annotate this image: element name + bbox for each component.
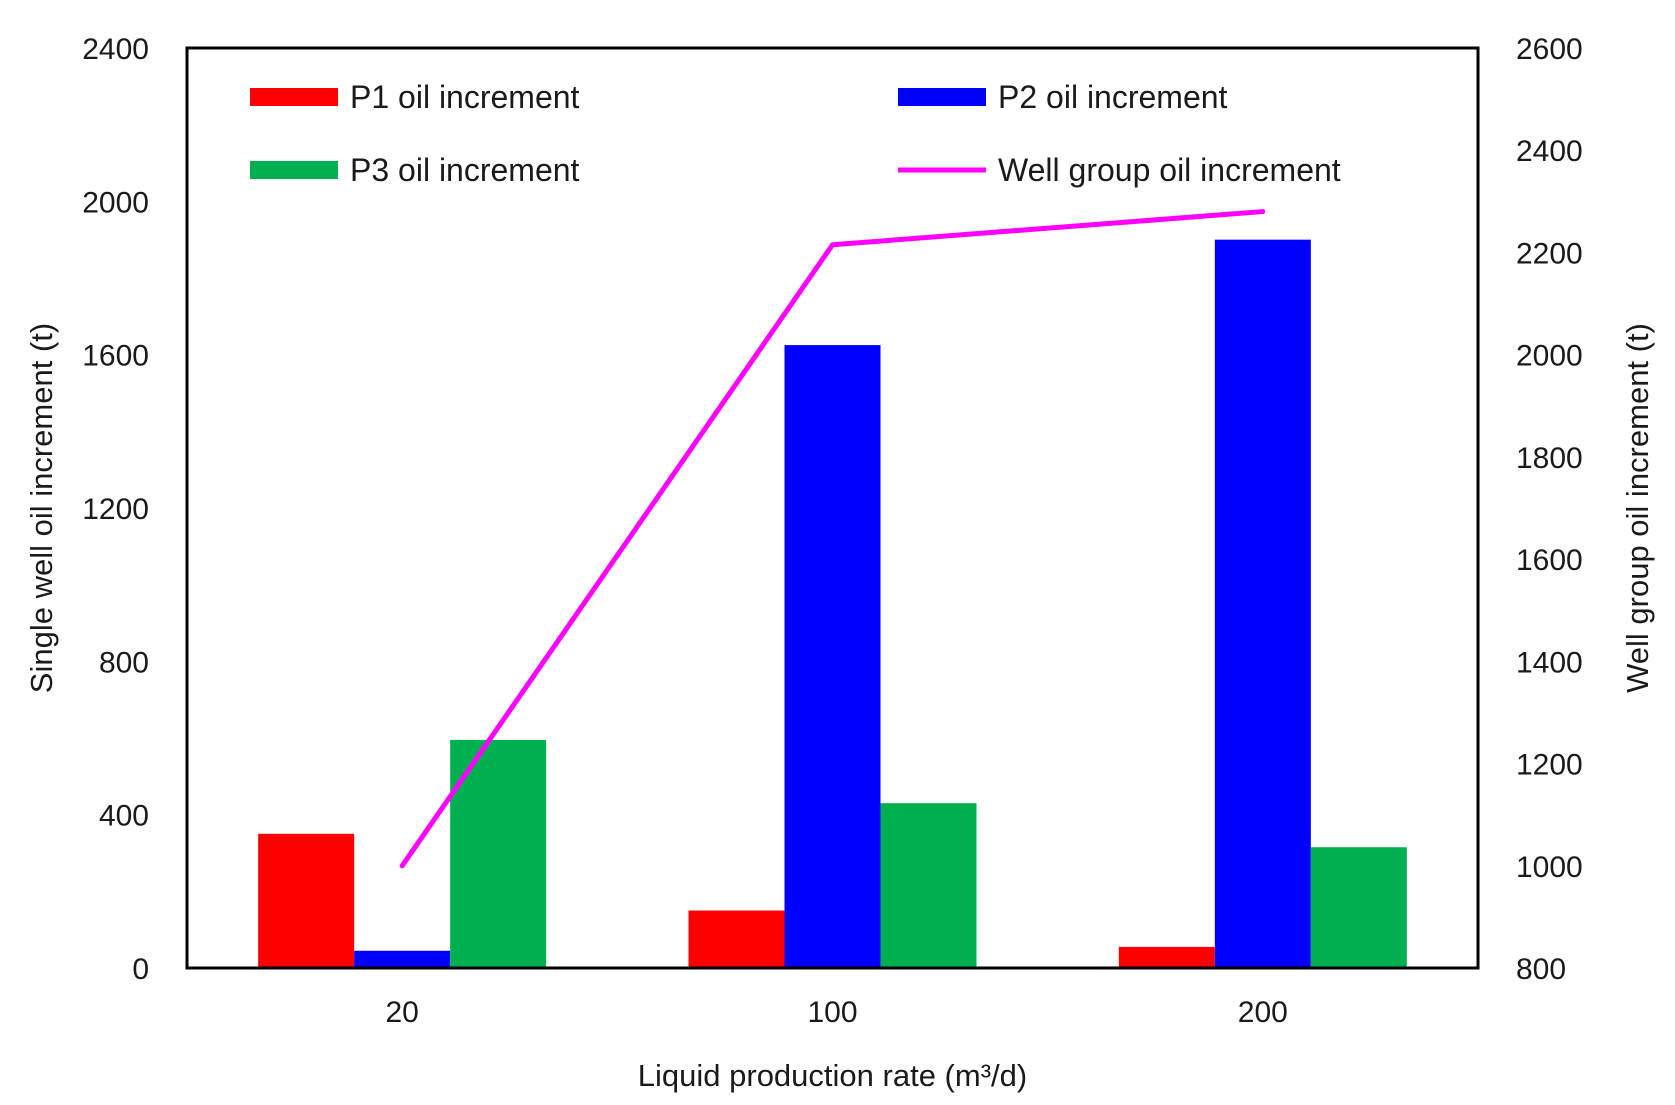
legend-label: Well group oil increment — [998, 152, 1341, 188]
x-axis-ticks: 20 100 200 — [385, 996, 1287, 1029]
x-tick-label: 200 — [1238, 996, 1288, 1029]
left-tick-label: 800 — [99, 646, 149, 679]
bar-p1-20 — [258, 833, 355, 968]
legend-swatch — [250, 161, 338, 179]
left-tick-label: 1600 — [82, 340, 149, 373]
line-group — [399, 209, 1266, 869]
left-tick-label: 0 — [132, 953, 149, 986]
legend-swatch — [898, 88, 986, 106]
y-axis-label-right: Well group oil increment (t) — [1620, 323, 1655, 693]
right-axis-ticks: 800 1000 1200 1400 1600 1800 2000 2200 2400 2600 — [1516, 33, 1583, 986]
left-tick-label: 2000 — [82, 186, 149, 219]
right-tick-label: 1000 — [1516, 851, 1583, 884]
legend-label: P3 oil increment — [350, 152, 580, 188]
right-tick-label: 2200 — [1516, 237, 1583, 270]
right-tick-label: 2000 — [1516, 340, 1583, 373]
legend-swatch — [250, 88, 338, 106]
plot-area-frame — [185, 46, 1480, 970]
bar-p1-200 — [1118, 946, 1215, 968]
bar-p3-100 — [880, 803, 977, 968]
bar-p1-100 — [688, 910, 785, 968]
x-axis-label: Liquid production rate (m³/d) — [638, 1058, 1027, 1093]
left-tick-label: 2400 — [82, 33, 149, 66]
left-tick-label: 400 — [99, 800, 149, 833]
right-tick-label: 2400 — [1516, 135, 1583, 168]
right-tick-label: 1800 — [1516, 442, 1583, 475]
right-tick-label: 1200 — [1516, 749, 1583, 782]
legend-label: P1 oil increment — [350, 79, 580, 115]
bar-p2-20 — [354, 950, 451, 968]
left-axis-ticks: 0 400 800 1200 1600 2000 2400 — [82, 33, 149, 986]
legend-label: P2 oil increment — [998, 79, 1228, 115]
y-axis-label-left: Single well oil increment (t) — [24, 323, 59, 693]
bar-p2-100 — [784, 345, 881, 968]
bar-p2-200 — [1214, 239, 1311, 968]
x-tick-label: 100 — [807, 996, 857, 1029]
legend: P1 oil increment P2 oil increment P3 oil i… — [250, 79, 1341, 188]
bar-p3-20 — [450, 739, 547, 968]
right-tick-label: 800 — [1516, 953, 1566, 986]
right-tick-label: 1400 — [1516, 646, 1583, 679]
bar-group — [258, 239, 1407, 968]
right-tick-label: 1600 — [1516, 544, 1583, 577]
left-tick-label: 1200 — [82, 493, 149, 526]
x-tick-label: 20 — [385, 996, 418, 1029]
bar-p3-200 — [1310, 847, 1407, 968]
right-tick-label: 2600 — [1516, 33, 1583, 66]
